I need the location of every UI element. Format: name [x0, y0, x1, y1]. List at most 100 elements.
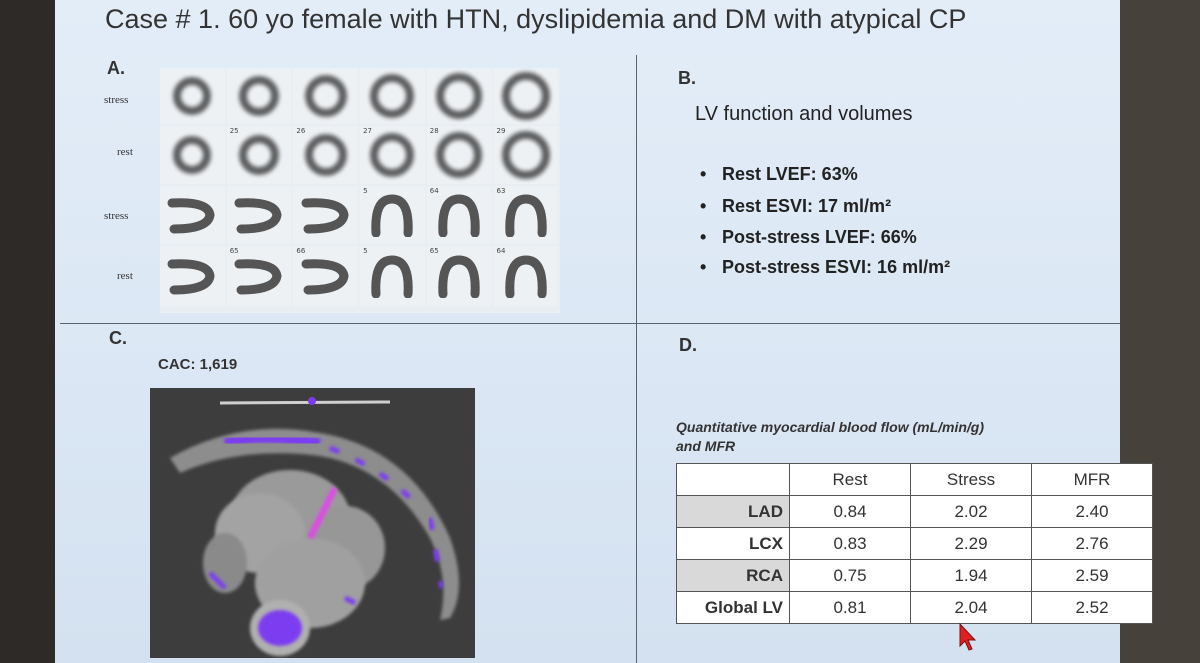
spect-slice: [360, 68, 425, 124]
table-header-stress: Stress: [910, 463, 1032, 496]
cell-mfr: 2.76: [1031, 527, 1153, 560]
short-axis-ring: [370, 133, 415, 177]
bullet-dot: •: [700, 257, 707, 277]
table-header-rest: Rest: [789, 463, 911, 496]
short-axis-ring: [239, 135, 280, 175]
cell-rest: 0.84: [789, 495, 911, 528]
bullet-dot: •: [700, 196, 707, 216]
lv-function-heading: LV function and volumes: [695, 103, 913, 125]
short-axis-ring: [501, 72, 550, 120]
cell-rest: 0.83: [789, 527, 911, 560]
vertical-long-axis-slice: [371, 194, 414, 237]
slice-number: 5: [363, 187, 368, 195]
row-label-rest-1: rest: [117, 146, 133, 158]
spect-slice: 64: [493, 246, 559, 306]
table-header-row: Rest Stress MFR: [676, 463, 1153, 496]
short-axis-ring: [239, 76, 280, 116]
slice-number: 26: [296, 127, 306, 135]
slice-number: 28: [429, 127, 439, 135]
row-label-rest-2: rest: [117, 270, 133, 282]
spect-slice: 26: [293, 126, 359, 184]
vertical-long-axis-slice: [505, 194, 547, 237]
slice-number: 25: [229, 127, 239, 135]
short-axis-ring: [436, 132, 483, 178]
short-axis-ring: [173, 136, 212, 174]
cell-mfr: 2.52: [1031, 591, 1153, 624]
panel-c-label: C.: [109, 328, 127, 348]
spect-slice: [160, 126, 225, 184]
cell-rest: 0.81: [789, 591, 911, 624]
horizontal-long-axis-slice: [234, 259, 282, 295]
row-label-stress-2: stress: [104, 210, 129, 222]
vertical-long-axis-slice: [505, 255, 547, 298]
spect-slice: 66: [293, 246, 359, 306]
divider-horizontal: [60, 323, 1120, 324]
row-label-global-lv: Global LV: [676, 591, 790, 624]
short-axis-ring: [304, 75, 347, 117]
horizontal-long-axis-slice: [167, 259, 215, 295]
bullet-text: Rest ESVI: 17 ml/m²: [722, 196, 892, 216]
screen-edge-left: [0, 0, 55, 663]
table-header-empty: [676, 463, 790, 496]
spect-slice: [293, 68, 359, 124]
short-axis-ring: [370, 74, 415, 118]
spect-slice: [293, 186, 359, 244]
short-axis-ring: [304, 134, 347, 176]
horizontal-long-axis-slice: [167, 198, 215, 234]
cell-mfr: 2.59: [1031, 559, 1153, 592]
short-axis-ring: [436, 73, 483, 119]
cell-stress: 2.29: [910, 527, 1032, 560]
cell-stress: 2.02: [910, 495, 1032, 528]
vertical-long-axis-slice: [438, 194, 480, 237]
spect-slice: 28: [426, 126, 492, 184]
bullet-dot: •: [700, 164, 707, 184]
spect-slice: 5: [360, 186, 425, 244]
slide-title: Case # 1. 60 yo female with HTN, dyslipi…: [105, 4, 967, 34]
bullet-text: Rest LVEF: 63%: [722, 164, 858, 184]
cell-rest: 0.75: [789, 559, 911, 592]
cell-stress: 1.94: [910, 559, 1032, 592]
mouse-cursor-icon: [959, 622, 977, 651]
slice-number: 63: [496, 187, 506, 195]
spect-image-grid: [160, 68, 560, 313]
vertical-long-axis-slice: [438, 255, 480, 298]
cell-mfr: 2.40: [1031, 495, 1153, 528]
row-label-lad: LAD: [676, 495, 790, 528]
spect-slice: 5: [360, 246, 425, 306]
mbf-table: Rest Stress MFR LAD 0.84 2.02 2.40 LCX 0…: [676, 463, 1153, 624]
slice-number: 64: [429, 187, 439, 195]
slice-number: 29: [496, 127, 506, 135]
row-label-rca: RCA: [676, 559, 790, 592]
spect-slice: 25: [226, 126, 292, 184]
mbf-caption-line-2: and MFR: [676, 438, 736, 454]
table-row: RCA 0.75 1.94 2.59: [676, 559, 1153, 592]
panel-b-label: B.: [678, 68, 696, 88]
spect-slice: [160, 246, 225, 306]
slice-number: 65: [429, 247, 439, 255]
table-row: Global LV 0.81 2.04 2.52: [676, 591, 1153, 624]
spect-slice: 29: [493, 126, 559, 184]
slice-number: 66: [296, 247, 306, 255]
panel-a-label: A.: [107, 58, 125, 78]
slice-number: 65: [229, 247, 239, 255]
divider-vertical: [636, 55, 637, 663]
slice-number: 5: [363, 247, 368, 255]
row-label-stress-1: stress: [104, 94, 129, 106]
row-label-lcx: LCX: [676, 527, 790, 560]
cell-stress: 2.04: [910, 591, 1032, 624]
horizontal-long-axis-slice: [301, 198, 349, 234]
bullet-dot: •: [700, 227, 707, 247]
bullet-rest-lvef: • Rest LVEF: 63%: [700, 164, 858, 185]
spect-slice: [160, 186, 225, 244]
short-axis-ring: [501, 131, 550, 179]
panel-d-label: D.: [679, 335, 697, 355]
cac-score: CAC: 1,619: [158, 356, 238, 373]
spect-slice: 27: [360, 126, 425, 184]
spect-slice: [493, 68, 559, 124]
bullet-text: Post-stress LVEF: 66%: [722, 227, 917, 247]
spect-slice: [160, 68, 225, 124]
ct-scan-drawing: [150, 388, 475, 658]
spect-slice: [226, 68, 292, 124]
spect-slice: 64: [426, 186, 492, 244]
vertical-long-axis-slice: [371, 255, 414, 298]
